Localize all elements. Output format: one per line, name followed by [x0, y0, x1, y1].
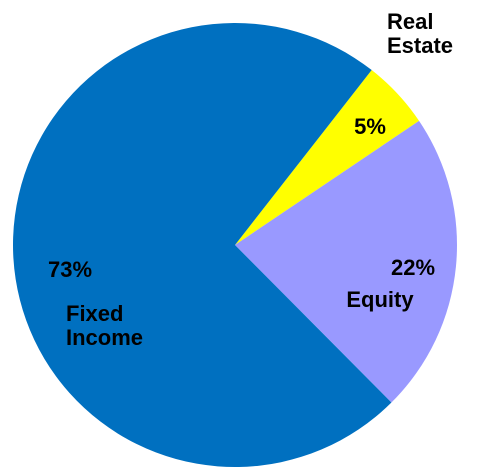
category-label: Equity — [346, 287, 414, 312]
category-label: Fixed Income — [66, 301, 144, 350]
pie-slice — [13, 23, 392, 468]
value-label: 73% — [48, 257, 93, 282]
value-label: 22% — [390, 255, 436, 280]
pie-slice — [235, 120, 457, 403]
value-label: 5% — [354, 114, 386, 139]
category-label: Real Estate — [387, 9, 454, 58]
pie-slice — [235, 70, 420, 245]
